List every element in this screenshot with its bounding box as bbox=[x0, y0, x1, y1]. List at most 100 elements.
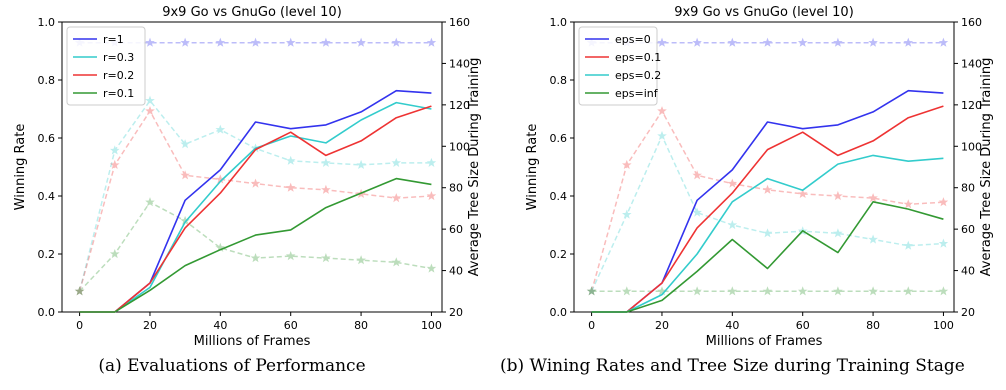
tree-size-point bbox=[426, 37, 437, 47]
winning-rate-line bbox=[79, 105, 432, 313]
x-tick-label: 80 bbox=[866, 319, 880, 332]
tree-size-point bbox=[74, 286, 85, 296]
x-tick-label: 0 bbox=[588, 319, 595, 332]
plot-frame bbox=[61, 21, 443, 313]
chart-title: 9x9 Go vs GnuGo (level 10) bbox=[162, 5, 342, 20]
chart-panel-a: 9x9 Go vs GnuGo (level 10) 0 20 40 60 80 100 0.… bbox=[13, 5, 482, 349]
tree-size-point bbox=[145, 37, 155, 47]
tree-size-series bbox=[586, 130, 949, 296]
tree-size-point bbox=[215, 37, 226, 47]
tree-size-point bbox=[586, 286, 597, 296]
tree-size-point bbox=[938, 197, 949, 207]
tree-size-point bbox=[285, 37, 296, 47]
tree-size-point bbox=[391, 157, 402, 168]
tree-size-point bbox=[938, 286, 949, 296]
tree-size-series bbox=[586, 286, 949, 296]
plot-frame bbox=[573, 21, 955, 313]
y2-axis-label: Average Tree Size During Training bbox=[979, 58, 994, 277]
tree-size-point bbox=[621, 159, 632, 169]
y-tick-label: 0.6 bbox=[550, 132, 568, 145]
y2-tick-label: 140 bbox=[449, 57, 470, 70]
x-tick-label: 20 bbox=[655, 319, 669, 332]
tree-size-point bbox=[797, 188, 808, 198]
y2-tick-label: 140 bbox=[961, 57, 982, 70]
tree-size-point bbox=[391, 37, 402, 47]
winning-rate-line bbox=[591, 154, 944, 313]
tree-size-point bbox=[356, 37, 366, 47]
tree-size-point bbox=[109, 159, 120, 169]
tree-size-point bbox=[285, 182, 296, 192]
tree-size-point bbox=[356, 255, 366, 265]
tree-size-point bbox=[692, 37, 702, 47]
y2-tick-label: 20 bbox=[449, 306, 463, 319]
y-axis-label: Winning Rate bbox=[525, 124, 540, 211]
tree-size-point bbox=[903, 286, 914, 296]
y-tick-label: 0.0 bbox=[550, 306, 568, 319]
x-tick-label: 60 bbox=[284, 319, 298, 332]
tree-size-point bbox=[426, 157, 437, 168]
y2-tick-label: 120 bbox=[961, 99, 982, 112]
tree-size-point bbox=[321, 253, 331, 263]
caption-b: (b) Wining Rates and Tree Size during Tr… bbox=[500, 356, 965, 376]
tree-size-point bbox=[586, 286, 597, 296]
tree-size-point bbox=[727, 219, 738, 230]
y-tick-label: 0.0 bbox=[38, 306, 56, 319]
tree-size-point bbox=[391, 257, 402, 267]
tree-size-point bbox=[692, 207, 702, 217]
x-tick-label: 100 bbox=[933, 319, 954, 332]
tree-size-point bbox=[321, 184, 331, 194]
y2-tick-label: 100 bbox=[449, 140, 470, 153]
tree-size-point bbox=[833, 190, 843, 201]
tree-size-point bbox=[180, 139, 190, 149]
y2-tick-label: 80 bbox=[449, 182, 463, 195]
y-tick-label: 0.4 bbox=[550, 190, 568, 203]
y-tick-label: 0.2 bbox=[38, 248, 56, 261]
y-tick-label: 1.0 bbox=[550, 16, 568, 29]
tree-size-point bbox=[762, 37, 773, 47]
tree-size-point bbox=[657, 37, 667, 47]
y2-tick-label: 40 bbox=[961, 265, 975, 278]
legend-label: r=0.3 bbox=[103, 51, 134, 64]
tree-size-point bbox=[621, 209, 632, 219]
tree-size-point bbox=[692, 170, 702, 180]
tree-size-point bbox=[797, 286, 808, 296]
tree-size-point bbox=[833, 286, 843, 296]
x-tick-label: 80 bbox=[354, 319, 368, 332]
legend-label: r=0.1 bbox=[103, 87, 134, 100]
tree-size-line bbox=[590, 134, 944, 292]
tree-size-point bbox=[250, 253, 261, 263]
tree-size-point bbox=[391, 193, 402, 203]
tree-size-point bbox=[868, 193, 878, 203]
winning-rate-line bbox=[591, 201, 944, 313]
tree-size-series bbox=[74, 106, 437, 296]
tree-size-point bbox=[145, 95, 155, 105]
legend-label: eps=0.1 bbox=[615, 51, 661, 64]
legend-label: r=1 bbox=[103, 33, 124, 46]
tree-size-series bbox=[74, 197, 437, 296]
legend-label: eps=0.2 bbox=[615, 69, 661, 82]
tree-size-point bbox=[833, 37, 843, 47]
x-tick-label: 100 bbox=[421, 319, 442, 332]
x-axis-label: Millions of Frames bbox=[706, 334, 823, 349]
tree-size-point bbox=[868, 37, 878, 47]
y2-tick-label: 20 bbox=[961, 306, 975, 319]
legend-label: eps=0 bbox=[615, 33, 651, 46]
y2-tick-label: 60 bbox=[961, 223, 975, 236]
tree-size-point bbox=[903, 199, 914, 209]
tree-size-point bbox=[727, 178, 738, 188]
winning-rate-line bbox=[79, 101, 432, 313]
tree-size-point bbox=[426, 190, 437, 201]
x-tick-label: 40 bbox=[725, 319, 739, 332]
tree-size-point bbox=[109, 145, 120, 155]
y-axis-label: Winning Rate bbox=[13, 124, 28, 211]
tree-size-point bbox=[727, 286, 738, 296]
y-tick-label: 0.8 bbox=[550, 74, 568, 87]
y2-tick-label: 100 bbox=[961, 140, 982, 153]
tree-size-point bbox=[285, 251, 296, 261]
tree-size-point bbox=[621, 286, 632, 296]
legend-box bbox=[66, 26, 146, 106]
tree-size-point bbox=[145, 197, 155, 207]
y-tick-label: 0.8 bbox=[38, 74, 56, 87]
x-tick-label: 40 bbox=[213, 319, 227, 332]
